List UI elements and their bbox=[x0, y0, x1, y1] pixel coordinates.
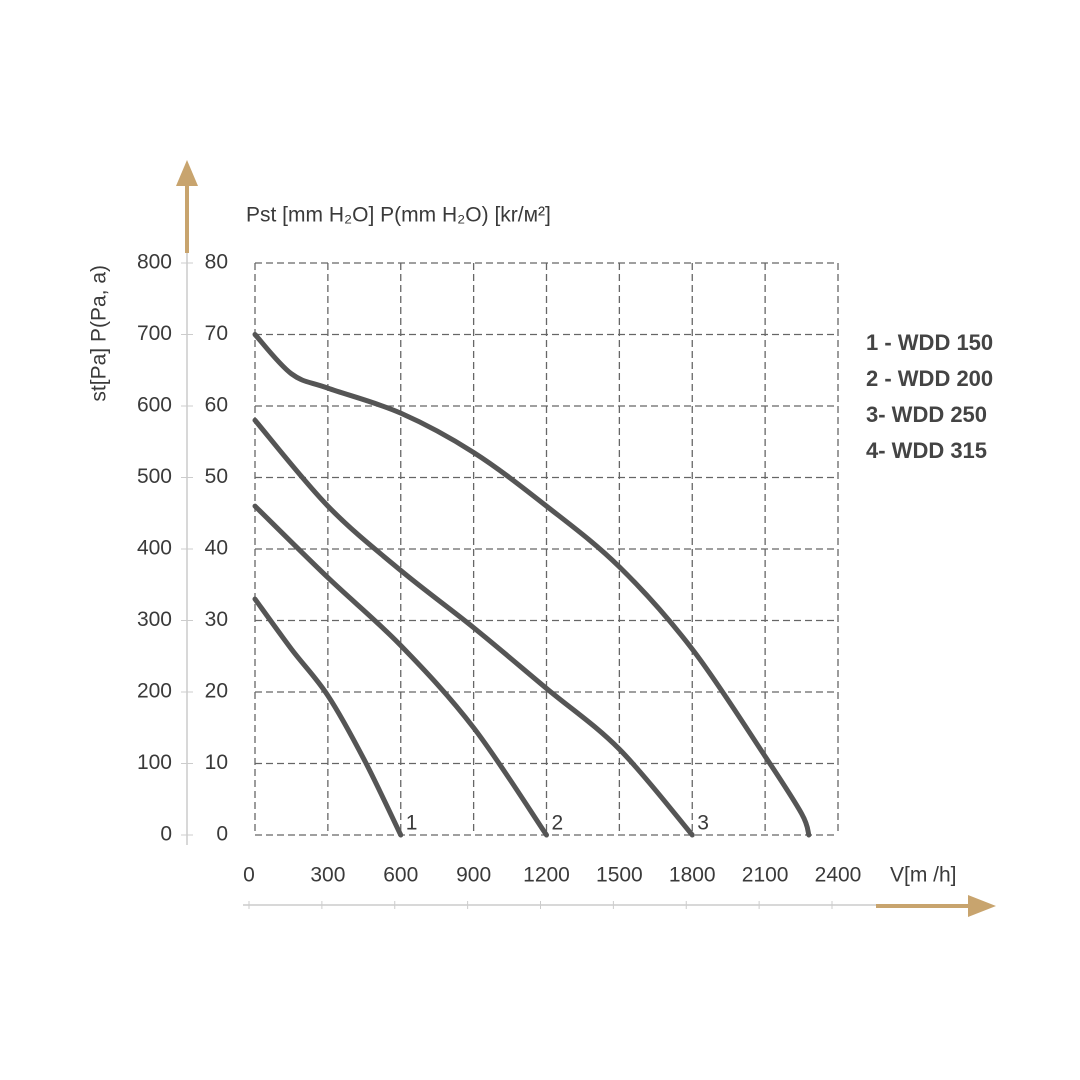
x-axis-title: V[m /h] bbox=[890, 864, 957, 887]
y-tick-label: 0 bbox=[160, 823, 172, 846]
y-tick-label: 200 bbox=[137, 680, 172, 703]
y-tick-label: 600 bbox=[137, 394, 172, 417]
legend-entry: 1 - WDD 150 bbox=[866, 330, 993, 355]
y-tick-label: 300 bbox=[137, 608, 172, 631]
y2-tick-label: 0 bbox=[216, 823, 228, 846]
y2-tick-label: 50 bbox=[205, 465, 228, 488]
x-tick-label: 2100 bbox=[742, 864, 789, 887]
curve bbox=[252, 332, 812, 838]
y-tick-label: 800 bbox=[137, 251, 172, 274]
x-tick-label: 600 bbox=[383, 864, 418, 887]
curve bbox=[252, 596, 404, 838]
y-tick-label: 100 bbox=[137, 751, 172, 774]
x-tick-label: 900 bbox=[456, 864, 491, 887]
y-tick-label: 500 bbox=[137, 465, 172, 488]
y-axis-title-left: st[Pa] P(Pa, a) bbox=[88, 265, 111, 402]
x-tick-label: 1200 bbox=[523, 864, 570, 887]
curve bbox=[252, 503, 549, 838]
y-arrow-head bbox=[176, 160, 198, 186]
x-tick-label: 2400 bbox=[815, 864, 862, 887]
y-axis-title: Pst [mm H₂O] P(mm H₂O) [kr/м²] bbox=[246, 204, 551, 227]
y-tick-label: 400 bbox=[137, 537, 172, 560]
curve bbox=[252, 417, 695, 838]
x-tick-label: 1500 bbox=[596, 864, 643, 887]
y2-tick-label: 60 bbox=[205, 394, 228, 417]
curve-label: 1 bbox=[406, 812, 418, 835]
legend-entry: 4- WDD 315 bbox=[866, 438, 987, 463]
y2-tick-label: 20 bbox=[205, 680, 228, 703]
y2-tick-label: 10 bbox=[205, 751, 228, 774]
x-tick-label: 1800 bbox=[669, 864, 716, 887]
x-tick-label: 300 bbox=[310, 864, 345, 887]
y2-tick-label: 80 bbox=[205, 251, 228, 274]
y2-tick-label: 30 bbox=[205, 608, 228, 631]
curve-label: 3 bbox=[697, 812, 709, 835]
curve-label: 2 bbox=[552, 812, 564, 835]
legend-entry: 2 - WDD 200 bbox=[866, 366, 993, 391]
y-tick-label: 700 bbox=[137, 322, 172, 345]
y2-tick-label: 40 bbox=[205, 537, 228, 560]
x-arrow-head bbox=[968, 895, 996, 917]
y2-tick-label: 70 bbox=[205, 322, 228, 345]
x-tick-label: 0 bbox=[243, 864, 255, 887]
legend-entry: 3- WDD 250 bbox=[866, 402, 987, 427]
